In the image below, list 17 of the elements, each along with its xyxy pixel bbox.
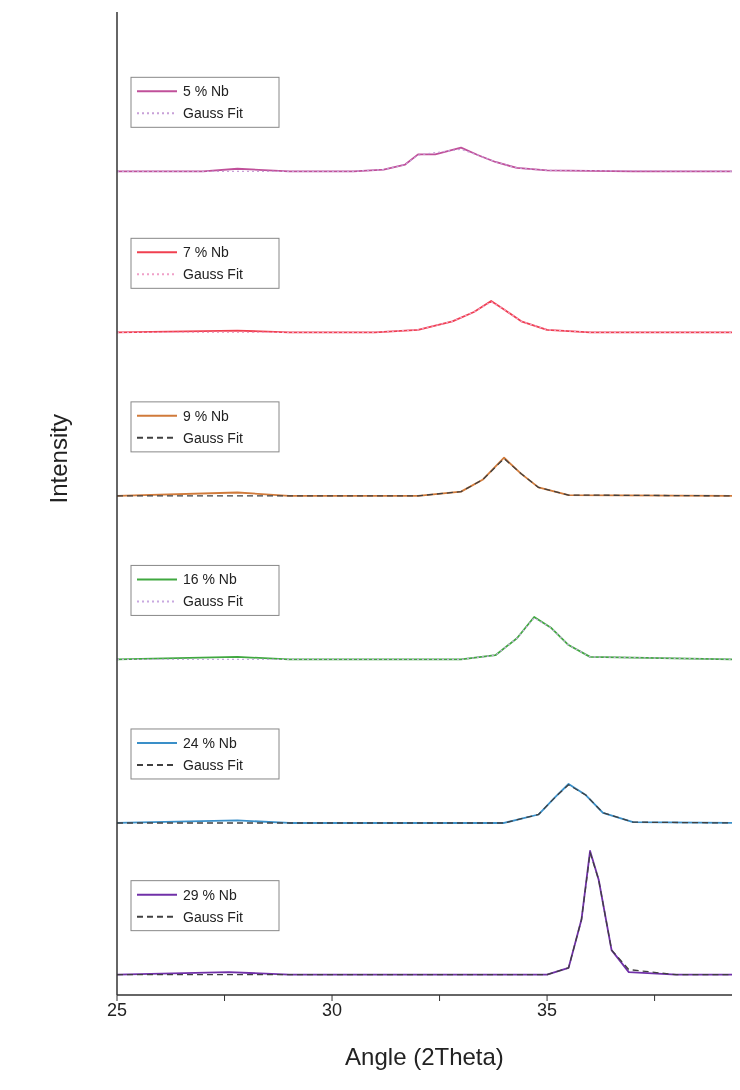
legend-label: 9 % Nb [183, 407, 230, 424]
y-axis-title: Intensity [44, 414, 72, 504]
legend-label: 29 % Nb [183, 886, 237, 903]
legend-label: 16 % Nb [183, 571, 237, 588]
x-tick-label: 30 [322, 999, 343, 1020]
legend-label: Gauss Fit [183, 266, 244, 283]
legend-label: Gauss Fit [183, 105, 244, 122]
x-tick-label: 35 [537, 999, 558, 1020]
x-tick-label: 25 [106, 999, 128, 1020]
x-axis-title: Angle (2Theta) [345, 1043, 504, 1070]
legend-label: Gauss Fit [183, 756, 244, 773]
legend-label: 5 % Nb [183, 83, 230, 100]
legend-label: 7 % Nb [183, 244, 230, 261]
legend-label: 24 % Nb [183, 734, 237, 751]
legend-label: Gauss Fit [183, 429, 244, 446]
legend-label: Gauss Fit [183, 593, 244, 610]
legend-label: Gauss Fit [183, 908, 244, 925]
